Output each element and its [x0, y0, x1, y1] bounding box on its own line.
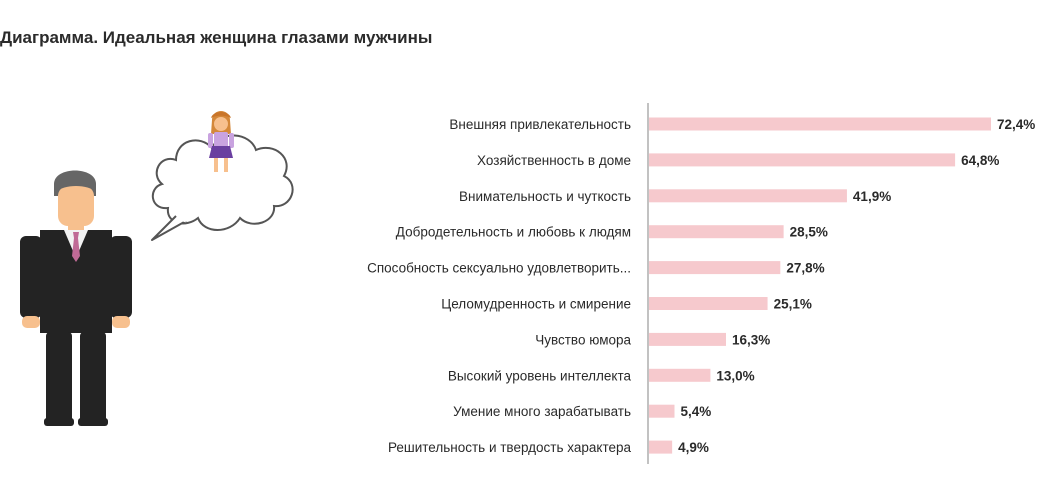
- bar: [649, 404, 675, 418]
- category-label: Добродетельность и любовь к людям: [396, 225, 631, 240]
- category-label: Способность сексуально удовлетворить...: [367, 261, 631, 276]
- category-label: Умение много зарабатывать: [453, 404, 631, 419]
- value-label: 27,8%: [786, 261, 824, 276]
- chart-title: Диаграмма. Идеальная женщина глазами муж…: [0, 28, 433, 47]
- category-label: Чувство юмора: [535, 332, 631, 347]
- value-label: 72,4%: [997, 117, 1035, 132]
- woman-icon: [208, 111, 234, 172]
- bar: [649, 225, 784, 239]
- value-label: 13,0%: [716, 368, 754, 383]
- category-label: Хозяйственность в доме: [477, 153, 631, 168]
- bar: [649, 261, 781, 275]
- bar: [649, 189, 847, 203]
- category-label: Целомудренность и смирение: [441, 297, 631, 312]
- bar: [649, 368, 711, 382]
- value-label: 16,3%: [732, 332, 770, 347]
- category-label: Внешняя привлекательность: [449, 117, 631, 132]
- bar: [649, 332, 726, 346]
- category-label: Внимательность и чуткость: [459, 189, 631, 204]
- thought-bubble-icon: [151, 134, 294, 241]
- value-label: 25,1%: [774, 297, 812, 312]
- category-label: Решительность и твердость характера: [388, 440, 632, 455]
- illustration: [20, 111, 294, 426]
- bar: [649, 153, 956, 167]
- bar: [649, 297, 768, 310]
- bar: [649, 440, 673, 454]
- category-label: Высокий уровень интеллекта: [448, 368, 632, 383]
- value-label: 64,8%: [961, 153, 999, 168]
- value-label: 41,9%: [853, 189, 891, 204]
- value-label: 5,4%: [681, 404, 712, 419]
- bar: [649, 117, 991, 131]
- man-in-suit-icon: [20, 170, 132, 426]
- value-label: 4,9%: [678, 440, 709, 455]
- value-label: 28,5%: [790, 225, 828, 240]
